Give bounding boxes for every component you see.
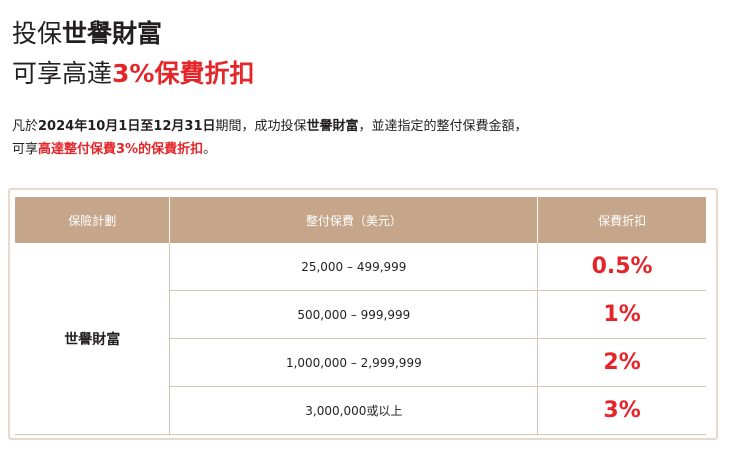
text: 可享 bbox=[12, 142, 39, 157]
premium-cell: 500,000 – 999,999 bbox=[169, 290, 539, 339]
discount-cell: 2% bbox=[537, 338, 706, 387]
plan-cell: 世譽財富 bbox=[15, 243, 171, 435]
table-frame bbox=[8, 188, 718, 440]
row: 世譽財富 25,000 – 499,999 0.5% bbox=[15, 243, 706, 435]
header-cell: 保費折扣 bbox=[537, 197, 706, 243]
title-text: 投保 bbox=[12, 19, 63, 48]
discount-cell: 3% bbox=[537, 386, 706, 435]
subtitle-text: 可享高達 bbox=[12, 59, 113, 88]
row: 1,000,000 – 2,999,999 2% bbox=[15, 338, 706, 387]
text: 。 bbox=[203, 142, 217, 157]
product: 世譽財富 bbox=[306, 119, 359, 134]
highlight: 高達整付保費3%的保費折扣 bbox=[38, 142, 204, 157]
text: 凡於 bbox=[12, 119, 39, 134]
header-cell: 保險計劃 bbox=[15, 197, 171, 243]
text: ，並達指定的整付保費金額， bbox=[358, 119, 528, 134]
text: 期間，成功投保 bbox=[215, 119, 307, 134]
header-row: 保險計劃 整付保費（美元） 保費折扣 bbox=[15, 197, 706, 243]
premium-cell: 3,000,000或以上 bbox=[169, 386, 539, 435]
discount-cell: 1% bbox=[537, 290, 706, 339]
intro-line: 可享高達整付保費3%的保費折扣。 bbox=[12, 141, 216, 159]
row: 500,000 – 999,999 1% bbox=[15, 290, 706, 339]
premium-cell: 25,000 – 499,999 bbox=[169, 243, 539, 291]
row: 3,000,000或以上 3% bbox=[15, 386, 706, 435]
subtitle: 可享高達3%保費折扣 bbox=[12, 58, 254, 90]
discount-table: 保險計劃 整付保費（美元） 保費折扣 世譽財富 25,000 – 499,999 0… bbox=[15, 197, 706, 435]
subtitle-highlight: 3%保費折扣 bbox=[112, 59, 255, 88]
title: 投保世譽財富 bbox=[12, 18, 162, 50]
title-product: 世譽財富 bbox=[62, 19, 163, 48]
date: 2024年10月1日至12月31日 bbox=[38, 119, 216, 134]
discount-cell: 0.5% bbox=[537, 243, 706, 291]
header-cell: 整付保費（美元） bbox=[169, 197, 539, 243]
intro-line: 凡於2024年10月1日至12月31日期間，成功投保世譽財富，並達指定的整付保費… bbox=[12, 118, 528, 136]
premium-cell: 1,000,000 – 2,999,999 bbox=[169, 338, 539, 387]
